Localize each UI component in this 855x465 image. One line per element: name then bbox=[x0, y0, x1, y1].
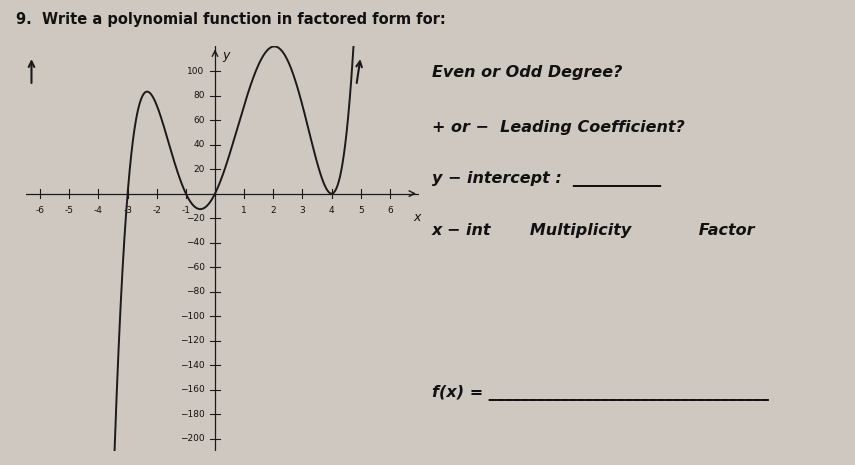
Text: 3: 3 bbox=[299, 206, 305, 215]
Text: −60: −60 bbox=[186, 263, 204, 272]
Text: 80: 80 bbox=[193, 91, 204, 100]
Text: Even or Odd Degree?: Even or Odd Degree? bbox=[432, 65, 622, 80]
Text: 1: 1 bbox=[241, 206, 247, 215]
Text: -1: -1 bbox=[181, 206, 191, 215]
Text: -2: -2 bbox=[152, 206, 162, 215]
Text: −200: −200 bbox=[180, 434, 204, 443]
Text: -6: -6 bbox=[36, 206, 44, 215]
Text: −80: −80 bbox=[186, 287, 204, 296]
Text: −160: −160 bbox=[180, 385, 204, 394]
Text: + or −  Leading Coefficient?: + or − Leading Coefficient? bbox=[432, 120, 685, 135]
Text: x: x bbox=[414, 211, 422, 224]
Text: x − int       Multiplicity            Factor: x − int Multiplicity Factor bbox=[432, 223, 755, 238]
Text: −100: −100 bbox=[180, 312, 204, 321]
Text: -5: -5 bbox=[65, 206, 74, 215]
Text: y: y bbox=[222, 49, 230, 62]
Text: 20: 20 bbox=[193, 165, 204, 173]
Text: 9.  Write a polynomial function in factored form for:: 9. Write a polynomial function in factor… bbox=[16, 12, 445, 27]
Text: 4: 4 bbox=[328, 206, 334, 215]
Text: 100: 100 bbox=[187, 66, 204, 75]
Text: −180: −180 bbox=[180, 410, 204, 419]
Text: -3: -3 bbox=[123, 206, 133, 215]
Text: 5: 5 bbox=[357, 206, 363, 215]
Text: 60: 60 bbox=[193, 116, 204, 125]
Text: −140: −140 bbox=[180, 361, 204, 370]
Text: −20: −20 bbox=[186, 213, 204, 223]
Text: f(x) = ___________________________________: f(x) = _________________________________… bbox=[432, 385, 769, 401]
Text: 2: 2 bbox=[270, 206, 276, 215]
Text: -4: -4 bbox=[94, 206, 103, 215]
Text: y − intercept :  ___________: y − intercept : ___________ bbox=[432, 171, 661, 187]
Text: −40: −40 bbox=[186, 238, 204, 247]
Text: 40: 40 bbox=[193, 140, 204, 149]
Text: −120: −120 bbox=[180, 336, 204, 345]
Text: 6: 6 bbox=[387, 206, 392, 215]
